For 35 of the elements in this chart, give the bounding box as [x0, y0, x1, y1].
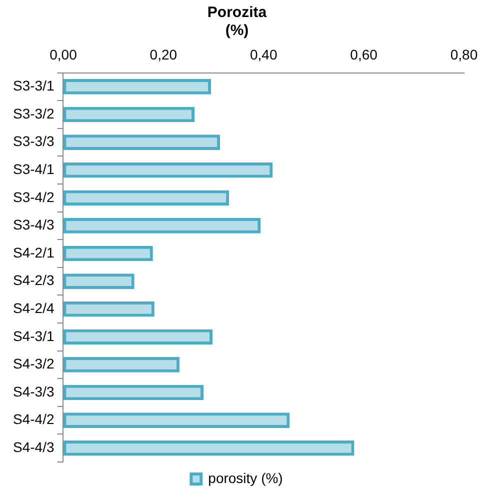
- y-tick-label: S4-4/2: [13, 411, 54, 428]
- bar: [63, 440, 354, 456]
- y-tick-label: S3-4/2: [13, 188, 54, 205]
- bar: [63, 301, 154, 317]
- y-tick-label: S3-3/3: [13, 133, 54, 150]
- bar: [63, 329, 213, 345]
- bar: [63, 79, 212, 94]
- y-tick-label: S4-2/1: [13, 244, 54, 260]
- chart-title: Porozita (%): [207, 4, 268, 40]
- bar: [63, 106, 194, 122]
- bar: [63, 190, 230, 206]
- bar: [63, 384, 204, 400]
- bar: [63, 218, 261, 234]
- y-tick-label: S3-3/2: [13, 105, 54, 122]
- y-tick-label: S4-4/3: [13, 438, 54, 455]
- y-tick-label: S4-3/2: [13, 356, 54, 372]
- bar: [63, 162, 273, 178]
- x-tick-label: 0,80: [450, 46, 478, 62]
- y-tick-label: S3-4/1: [13, 160, 54, 177]
- bar: [63, 357, 180, 372]
- y-tick-label: S3-3/1: [13, 78, 54, 94]
- bar: [63, 274, 134, 289]
- y-tick-label: S4-3/1: [13, 328, 54, 344]
- bar: [63, 412, 290, 428]
- x-tick-label: 0,40: [250, 46, 278, 62]
- bar: [63, 134, 220, 150]
- bar: [63, 246, 153, 262]
- x-tick-label: 0,00: [50, 46, 78, 62]
- y-tick-label: S4-2/4: [13, 300, 54, 316]
- y-tick-label: S3-4/3: [13, 216, 54, 233]
- y-tick-label: S4-2/3: [13, 272, 54, 288]
- x-tick-label: 0,20: [150, 46, 178, 62]
- legend-label: porosity (%): [208, 470, 283, 486]
- y-tick-label: S4-3/3: [13, 383, 54, 400]
- x-tick-label: 0,60: [350, 46, 378, 62]
